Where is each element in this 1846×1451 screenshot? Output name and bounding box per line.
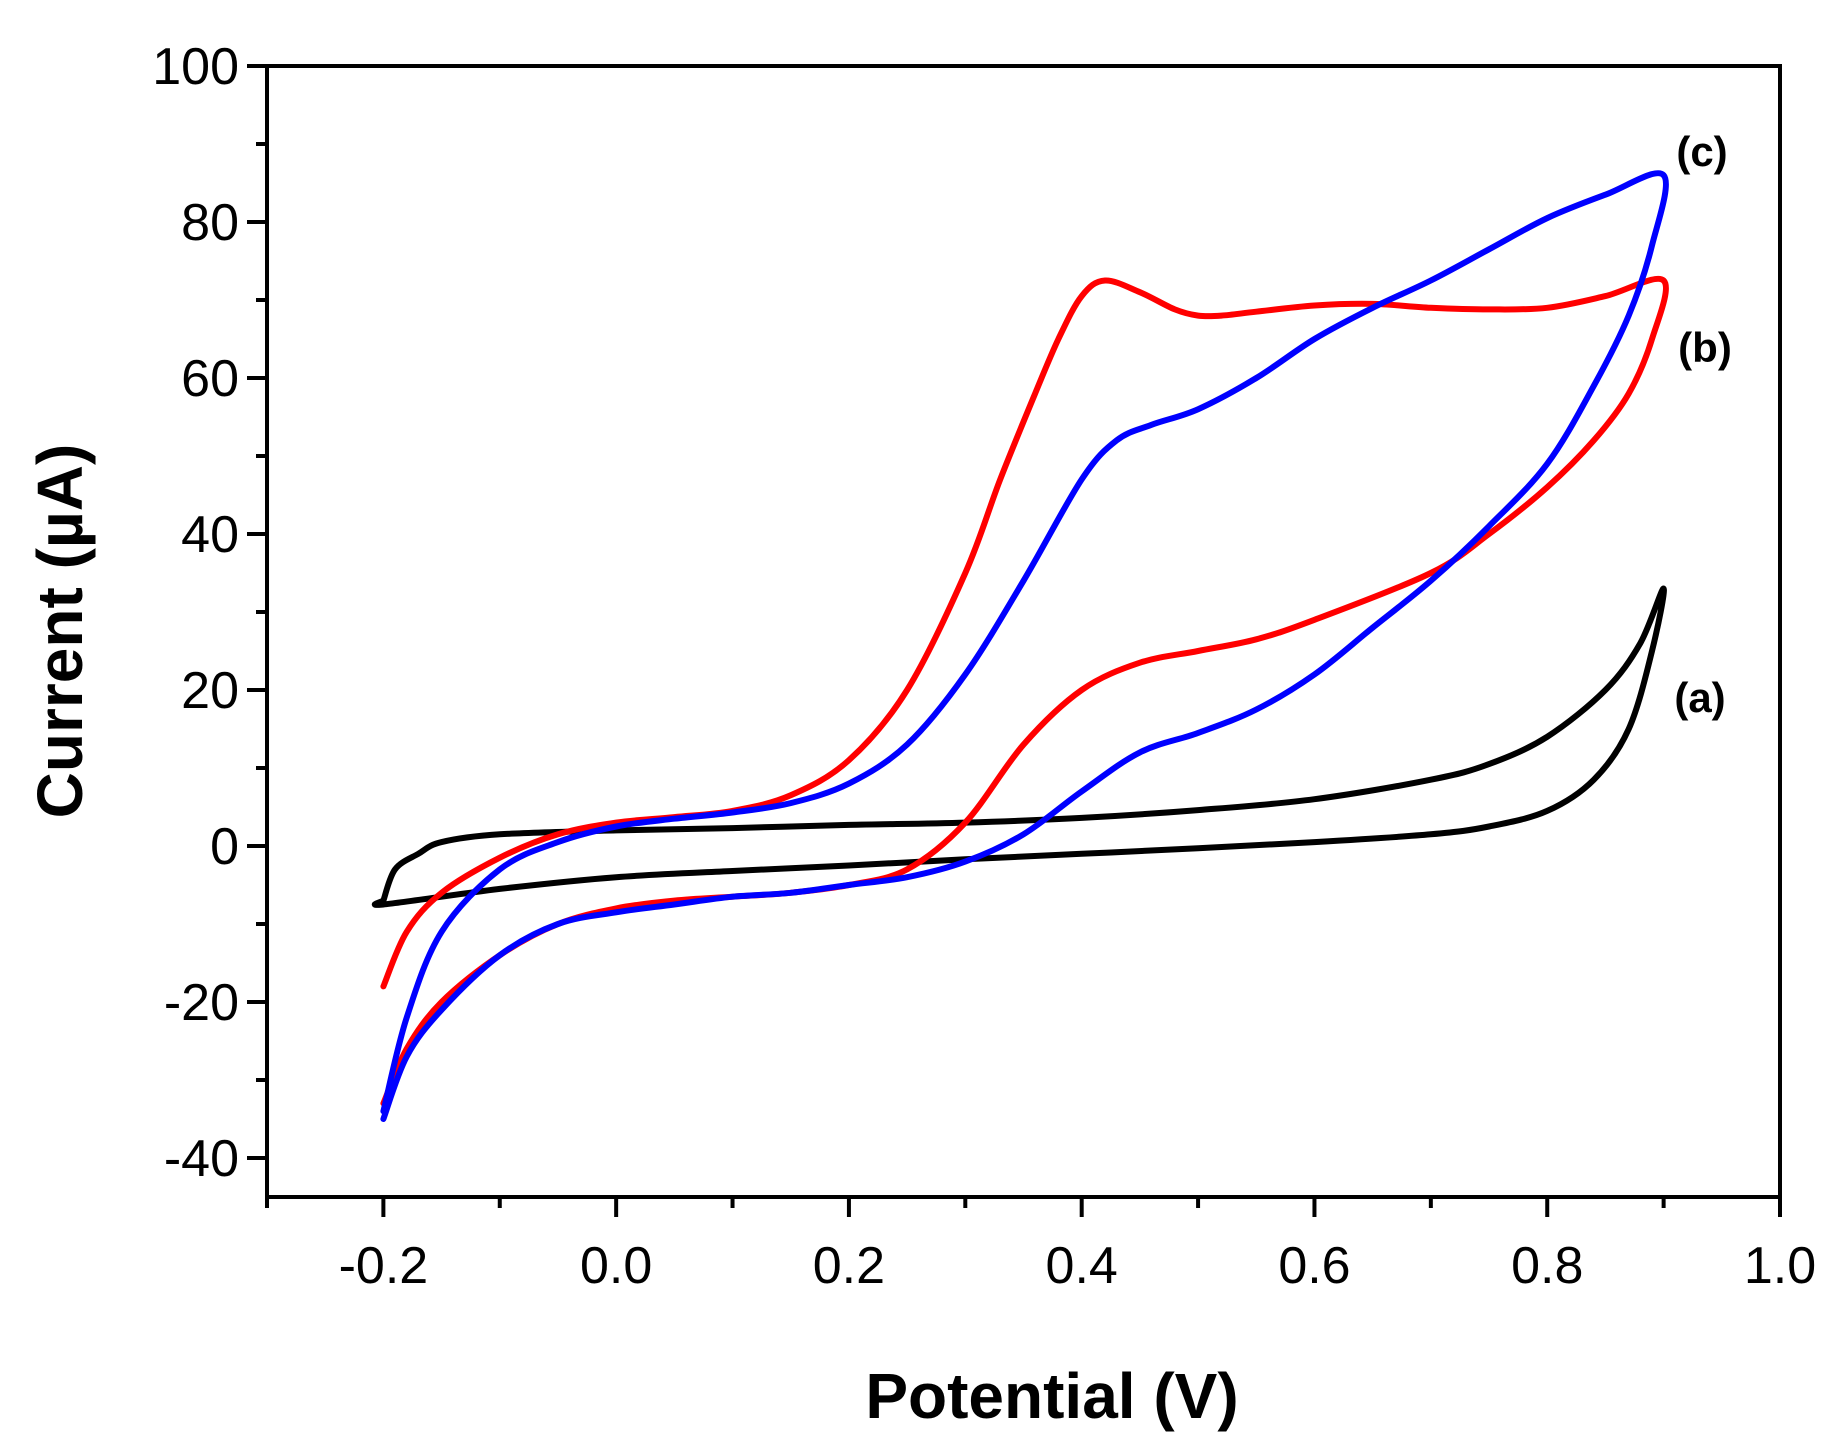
x-axis-title: Potential (V) [865, 1360, 1238, 1432]
y-tick-label: 60 [181, 350, 239, 408]
x-tick-label: 0.0 [580, 1237, 652, 1295]
y-tick-label: -40 [164, 1130, 239, 1188]
series-c-curve [380, 170, 1669, 1122]
x-axis: -0.2 0.0 0.2 0.4 0.6 0.8 1.0 [265, 1197, 1816, 1295]
y-tick-label: 40 [181, 506, 239, 564]
x-tick-label: 0.2 [813, 1237, 885, 1295]
curve-label-c: (c) [1676, 128, 1727, 175]
y-tick-label: 0 [210, 818, 239, 876]
plot-frame [265, 64, 1782, 1199]
y-axis: -40 -20 0 20 40 60 80 100 [152, 38, 267, 1188]
y-tick-label: 20 [181, 662, 239, 720]
y-tick-label: 100 [152, 38, 239, 96]
y-tick-label: -20 [164, 974, 239, 1032]
y-axis-title: Current (µA) [24, 444, 96, 819]
x-tick-label: 0.6 [1278, 1237, 1350, 1295]
x-tick-label: 0.4 [1046, 1237, 1118, 1295]
series-a-curve [371, 585, 1667, 908]
curve-label-b: (b) [1678, 324, 1732, 371]
y-tick-label: 80 [181, 194, 239, 252]
curve-label-a: (a) [1674, 674, 1725, 721]
series-b-curve [380, 275, 1669, 1107]
x-tick-label: -0.2 [339, 1237, 429, 1295]
x-tick-label: 0.8 [1511, 1237, 1583, 1295]
series-layer [371, 170, 1669, 1122]
x-tick-label: 1.0 [1744, 1237, 1816, 1295]
